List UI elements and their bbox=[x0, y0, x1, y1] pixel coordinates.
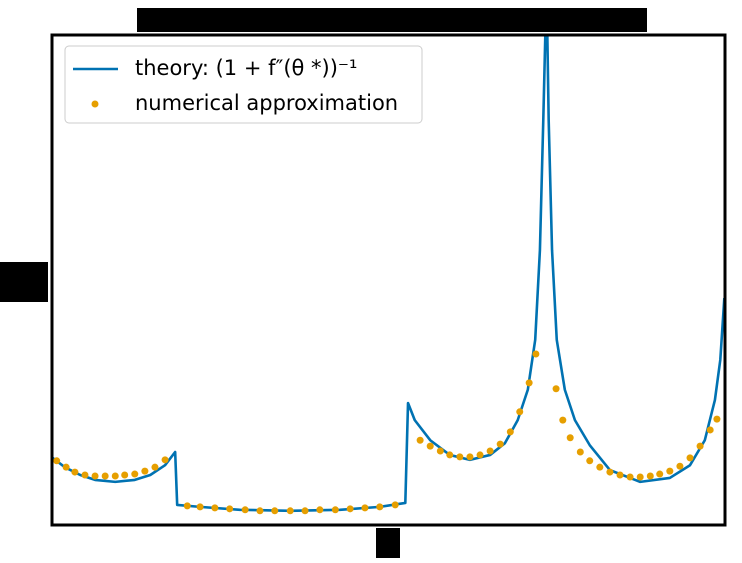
data-point bbox=[256, 507, 264, 515]
data-point bbox=[141, 467, 149, 475]
data-point bbox=[331, 506, 339, 514]
plot-frame bbox=[50, 33, 727, 527]
data-point bbox=[121, 471, 129, 479]
data-point bbox=[226, 505, 234, 513]
data-point bbox=[616, 471, 624, 479]
data-point bbox=[241, 506, 249, 514]
data-point bbox=[271, 507, 279, 515]
data-point bbox=[346, 505, 354, 513]
data-point bbox=[376, 503, 384, 511]
data-point bbox=[111, 472, 119, 480]
data-point bbox=[446, 451, 454, 459]
data-point bbox=[552, 385, 560, 393]
data-point bbox=[532, 350, 540, 358]
data-point bbox=[62, 463, 70, 471]
data-point bbox=[91, 472, 99, 480]
redacted-title bbox=[137, 8, 647, 32]
data-point bbox=[666, 467, 674, 475]
data-point bbox=[626, 473, 634, 481]
series-line bbox=[52, 35, 725, 513]
data-point bbox=[361, 504, 369, 512]
data-point bbox=[466, 453, 474, 461]
data-point bbox=[426, 442, 434, 450]
data-point bbox=[686, 454, 694, 462]
data-point bbox=[101, 472, 109, 480]
data-point bbox=[151, 463, 159, 471]
data-point bbox=[646, 472, 654, 480]
data-point bbox=[436, 447, 444, 455]
data-point bbox=[456, 453, 464, 461]
data-point bbox=[183, 502, 191, 510]
data-point bbox=[506, 428, 514, 436]
data-point bbox=[676, 462, 684, 470]
data-point bbox=[656, 470, 664, 478]
redacted-x-label bbox=[376, 528, 400, 558]
data-point bbox=[161, 456, 169, 464]
data-point bbox=[706, 426, 714, 434]
data-point bbox=[559, 416, 567, 424]
data-point bbox=[53, 457, 61, 465]
data-point bbox=[416, 436, 424, 444]
data-point bbox=[576, 448, 584, 456]
legend-label: numerical approximation bbox=[135, 91, 398, 115]
data-point bbox=[606, 468, 614, 476]
plot-area bbox=[52, 35, 725, 515]
data-point bbox=[696, 442, 704, 450]
data-point bbox=[586, 457, 594, 465]
data-point bbox=[496, 440, 504, 448]
data-point bbox=[81, 471, 89, 479]
data-point bbox=[525, 379, 533, 387]
legend-label: theory: (1 + f″(θ *))⁻¹ bbox=[135, 56, 357, 80]
data-point bbox=[286, 507, 294, 515]
data-point bbox=[636, 473, 644, 481]
data-point bbox=[196, 503, 204, 511]
redacted-y-label bbox=[0, 262, 48, 302]
legend: theory: (1 + f″(θ *))⁻¹ numerical approxi… bbox=[64, 45, 423, 124]
data-point bbox=[131, 470, 139, 478]
legend-marker bbox=[91, 100, 99, 108]
data-point bbox=[316, 506, 324, 514]
data-point bbox=[596, 463, 604, 471]
legend-box bbox=[64, 45, 423, 124]
data-point bbox=[71, 468, 79, 476]
data-point bbox=[211, 504, 219, 512]
data-point bbox=[486, 447, 494, 455]
data-point bbox=[516, 408, 524, 416]
data-point bbox=[476, 451, 484, 459]
data-point bbox=[301, 507, 309, 515]
data-point bbox=[566, 434, 574, 442]
data-point bbox=[391, 501, 399, 509]
data-point bbox=[713, 415, 721, 423]
